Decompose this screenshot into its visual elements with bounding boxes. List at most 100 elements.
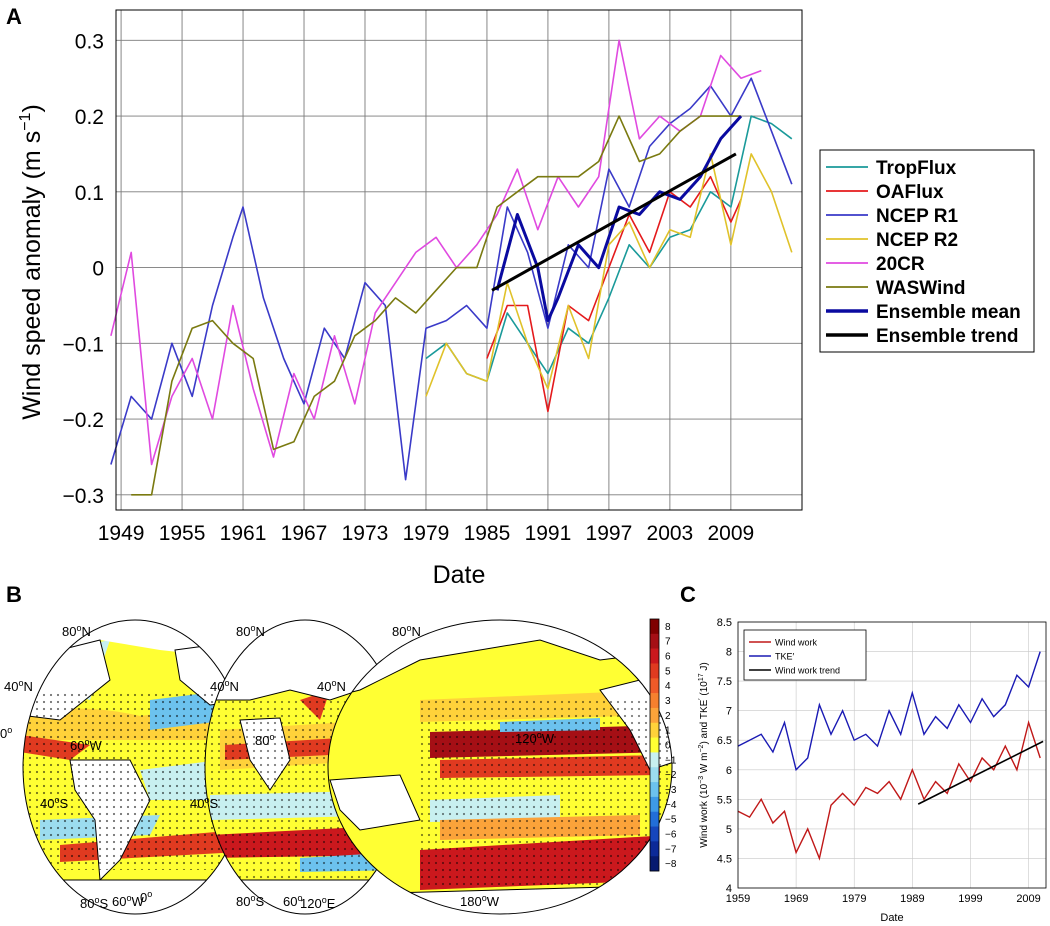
panel-c: C 1959 1969 1979 1989 1999 2009 4 4.5 5 5.5 6 6.5 7… <box>680 582 1047 924</box>
legend-label-ncep-r1: NCEP R1 <box>876 206 958 227</box>
map-label-80n-ind: 80oN <box>236 623 265 639</box>
colorbar-tick-label: −5 <box>665 815 677 826</box>
panel-a-ytick-label: −0.1 <box>63 333 104 356</box>
colorbar-cell <box>650 722 659 738</box>
series-line-ncep-r2 <box>425 153 793 397</box>
panel-a-xtick-label: 1955 <box>159 522 206 545</box>
panel-c-series <box>737 651 1044 861</box>
map-label-80n-pac: 80oN <box>392 623 421 639</box>
series-line-ensemble-mean <box>495 115 743 323</box>
panel-a-ylabel-end: ) <box>18 104 46 112</box>
colorbar-tick-label: 8 <box>665 622 671 633</box>
map-label-120e-ind: 120oE <box>300 895 336 911</box>
panel-a-ylabel-main: Wind speed anomaly (m s <box>18 131 46 420</box>
panel-a-x-ticks: 1949 1955 1961 1967 1973 1979 1985 1991 1997 2003… <box>98 522 754 545</box>
panel-c-xtick-label: 1969 <box>784 893 808 905</box>
colorbar-tick-label: −4 <box>665 800 677 811</box>
panel-a-xtick-label: 2009 <box>707 522 754 545</box>
colorbar-tick-label: −7 <box>665 844 677 855</box>
series-line-waswind <box>131 115 741 496</box>
panel-a-ylabel: Wind speed anomaly (m s−1) <box>17 104 46 420</box>
colorbar-cell <box>650 648 659 664</box>
map-label-80n-atl: 80oN <box>62 623 91 639</box>
colorbar-frame <box>649 618 660 872</box>
panel-a-y-ticks: −0.3 −0.2 −0.1 0 0.1 0.2 0.3 <box>63 30 104 508</box>
colorbar-tick-label: −3 <box>665 785 677 796</box>
panel-a-ytick-label: 0.2 <box>75 106 104 129</box>
series-line-ensemble-trend <box>491 152 737 292</box>
legend-label-ncep-r2: NCEP R2 <box>876 230 958 251</box>
colorbar-cell <box>650 826 659 842</box>
legend-label-20cr: 20CR <box>876 254 925 275</box>
map-label-120w-pac: 120oW <box>515 730 555 746</box>
map-label-40s-ind: 40oS <box>190 795 218 811</box>
colorbar-cell <box>650 767 659 783</box>
legend-label-tke: TKE′ <box>775 652 795 662</box>
panel-a-xtick-label: 1949 <box>98 522 145 545</box>
panel-c-legend-box <box>743 629 867 681</box>
legend-label-ensemble-trend: Ensemble trend <box>876 326 1019 347</box>
panel-c-ytick-label: 6.5 <box>717 735 732 747</box>
map-label-0-atl-b: 0o <box>140 889 152 905</box>
map-lobe-pacific-outline <box>327 619 673 915</box>
series-line-tke <box>737 651 1041 772</box>
map-label-180-pac: 180oW <box>460 893 500 909</box>
series-line-ncep-r1 <box>110 77 793 481</box>
colorbar-tick-label: 5 <box>665 666 671 677</box>
map-label-60w-atl-b: 60oW <box>112 893 144 909</box>
panel-a-series <box>110 39 793 496</box>
colorbar-cell <box>650 633 659 649</box>
legend-label-wind-work: Wind work <box>775 638 818 648</box>
panel-a-ytick-label: 0.1 <box>75 182 104 205</box>
map-label-0-atl: 0o <box>0 725 12 741</box>
panel-c-xtick-label: 2009 <box>1016 893 1040 905</box>
map-label-60w-atl: 60oW <box>70 737 102 753</box>
map-labels: 80oN 40oN 0o 60oW 40oS 80oS 60oW 0o 80oN… <box>0 623 555 911</box>
panel-a-legend-box <box>819 149 1035 353</box>
panel-c-ytick-label: 7.5 <box>717 676 732 688</box>
panel-c-xtick-label: 1979 <box>842 893 866 905</box>
panel-c-ytick-label: 5.5 <box>717 794 732 806</box>
panel-a-xtick-label: 1979 <box>403 522 450 545</box>
colorbar-cell <box>650 752 659 768</box>
panel-c-ytick-label: 8.5 <box>717 617 732 629</box>
panel-a-legend-items: TropFlux OAFlux NCEP R1 NCEP R2 20CR WASWind E… <box>826 158 1021 347</box>
map-label-80s-atl: 80oS <box>80 895 108 911</box>
panel-a-ytick-label: −0.2 <box>63 409 104 432</box>
panel-a-ytick-label: −0.3 <box>63 485 104 508</box>
map-label-80s-ind: 80oS <box>236 893 264 909</box>
legend-label-oaflux: OAFlux <box>876 182 944 203</box>
panel-c-ytick-label: 7 <box>726 706 732 718</box>
panel-b-letter: B <box>6 582 22 607</box>
colorbar-tick-label: −2 <box>665 770 677 781</box>
panel-c-xlabel: Date <box>880 912 903 924</box>
panel-a-xtick-label: 1991 <box>525 522 572 545</box>
colorbar-cell <box>650 737 659 753</box>
panel-c-ytick-label: 6 <box>726 765 732 777</box>
panel-c-legend-items: Wind work TKE′ Wind work trend <box>749 638 840 676</box>
panel-a-xtick-label: 1985 <box>464 522 511 545</box>
panel-a-ytick-label: 0.3 <box>75 30 104 53</box>
colorbar-cell <box>650 693 659 709</box>
colorbar-tick-label: 0 <box>665 741 671 752</box>
panel-a-grid <box>116 10 802 510</box>
colorbar-cell <box>650 811 659 827</box>
panel-c-axes-frame <box>737 621 1047 889</box>
panel-c-xtick-label: 1999 <box>958 893 982 905</box>
colorbar-cells <box>650 619 659 872</box>
panel-c-ytick-label: 4 <box>726 883 732 895</box>
legend-label-waswind: WASWind <box>876 278 966 299</box>
colorbar-tick-label: −1 <box>665 755 677 766</box>
panel-c-xtick-label: 1959 <box>726 893 750 905</box>
colorbar-cell <box>650 678 659 694</box>
map-label-40n-pac: 40oN <box>317 678 346 694</box>
colorbar-cell <box>650 663 659 679</box>
colorbar-tick-label: −6 <box>665 829 677 840</box>
panel-c-y-ticks: 4 4.5 5 5.5 6 6.5 7 7.5 8 8.5 <box>717 617 732 895</box>
colorbar: 8 7 6 5 4 3 2 1 0 −1 −2 −3 −4 −5 −6 −7 −8 <box>649 618 677 872</box>
panel-c-grid <box>737 621 1046 889</box>
colorbar-tick-label: 4 <box>665 681 671 692</box>
map-label-40n-ind: 40oN <box>210 678 239 694</box>
panel-c-letter: C <box>680 582 696 607</box>
colorbar-tick-label: 3 <box>665 696 671 707</box>
